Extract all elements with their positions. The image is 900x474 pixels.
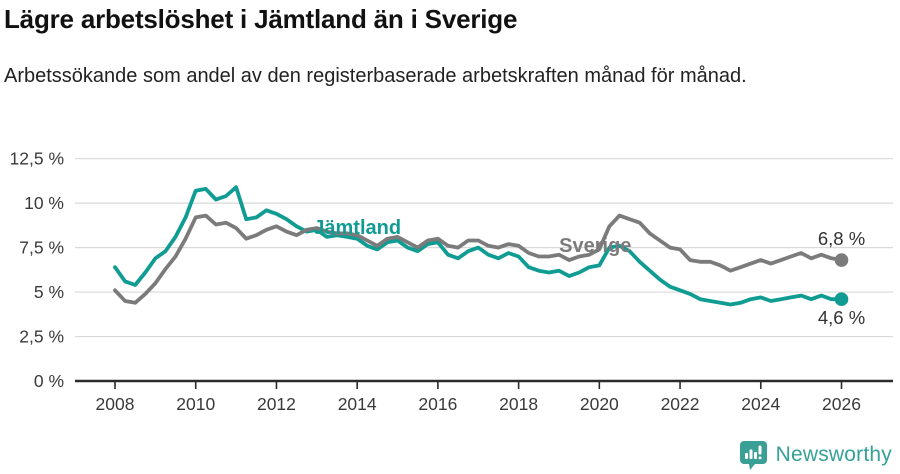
x-tick-label: 2008 (96, 394, 135, 414)
y-tick-label: 0 % (34, 371, 64, 391)
newsworthy-logo: Newsworthy (738, 439, 892, 470)
series-line-jämtland (113, 185, 844, 307)
series-end-value-label: 4,6 % (818, 307, 865, 328)
x-tick-label: 2010 (176, 394, 215, 414)
chart-subtitle: Arbetssökande som andel av den registerb… (4, 65, 747, 88)
x-tick-label: 2014 (338, 394, 377, 414)
series-inline-label-sverige: Sverige (559, 235, 631, 257)
series-end-dot-sverige (834, 253, 849, 267)
x-tick-label: 2016 (418, 394, 457, 414)
y-tick-label: 12,5 % (10, 149, 64, 169)
x-tick-label: 2024 (741, 394, 780, 414)
y-tick-label: 2,5 % (19, 327, 64, 347)
chart-header: Lägre arbetslöshet i Jämtland än i Sveri… (4, 4, 894, 91)
x-tick-label: 2022 (661, 394, 700, 414)
logo-bar-icon (749, 449, 753, 459)
logo-exclamation-dot-icon (758, 456, 762, 460)
chart-title: Lägre arbetslöshet i Jämtland än i Sveri… (4, 4, 518, 34)
series-line-sverige (113, 213, 844, 305)
y-tick-label: 7,5 % (19, 238, 64, 258)
series-inline-label-jämtland: Jämtland (313, 217, 401, 239)
logo-bar-icon (744, 453, 748, 459)
y-tick-label: 5 % (34, 282, 64, 302)
series-end-dot-jämtland (834, 292, 849, 306)
logo-bar-icon (753, 452, 757, 459)
x-tick-label: 2020 (580, 394, 619, 414)
brand-name: Newsworthy (775, 442, 892, 466)
y-tick-label: 10 % (24, 193, 64, 213)
x-tick-label: 2026 (822, 394, 861, 414)
series-end-value-label: 6,8 % (818, 228, 865, 249)
x-tick-label: 2018 (499, 394, 538, 414)
newsworthy-logo-icon (739, 441, 767, 470)
logo-exclamation-icon (758, 445, 762, 455)
x-tick-label: 2012 (257, 394, 296, 414)
